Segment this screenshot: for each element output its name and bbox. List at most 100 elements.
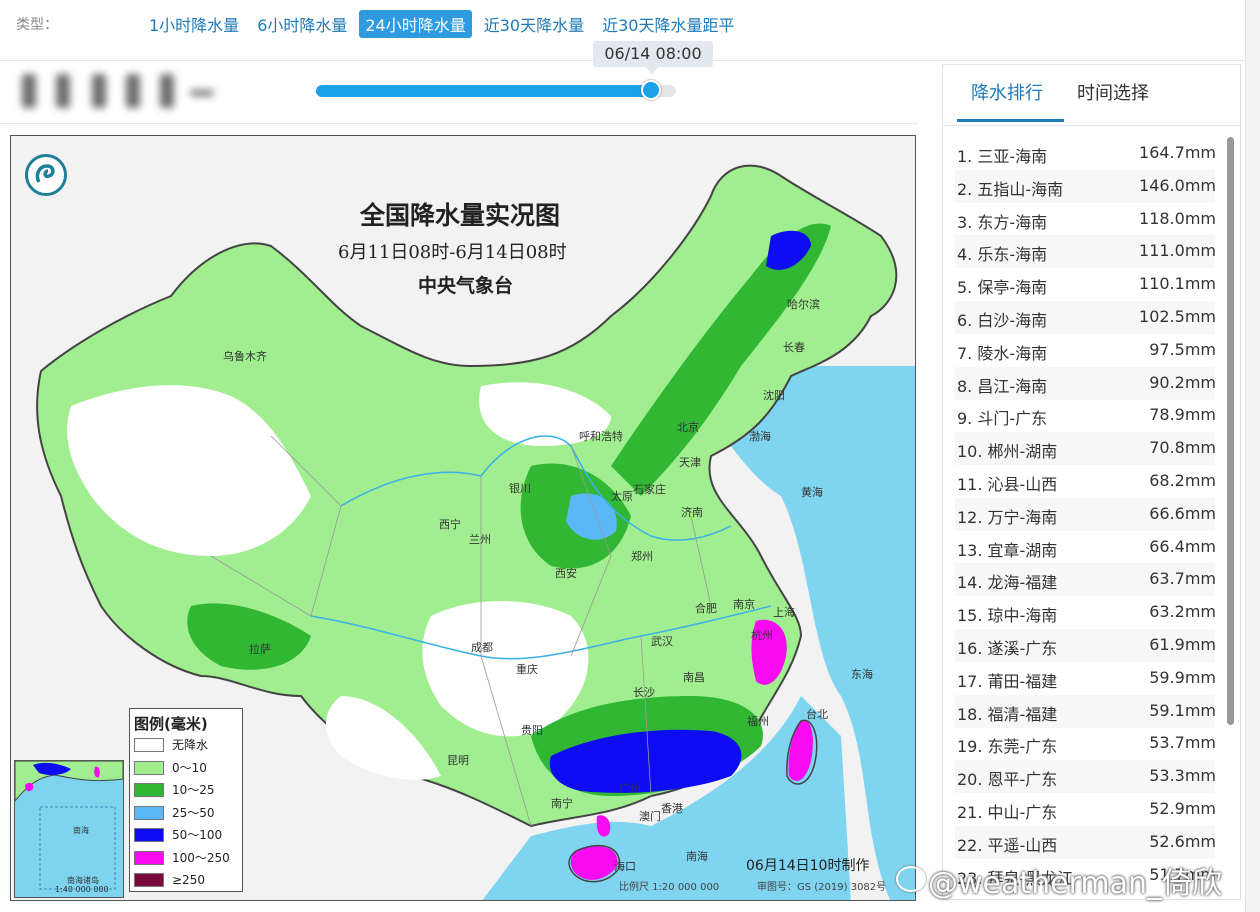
ranking-row[interactable]: 6. 白沙-海南 102.5mm (955, 301, 1216, 334)
ranking-row[interactable]: 8. 昌江-海南 90.2mm (955, 366, 1216, 400)
blurred-label (18, 74, 218, 110)
review-number: 审图号：GS (2019) 3082号 (757, 882, 887, 893)
city-label: 广州 (619, 782, 641, 795)
active-tab-underline (957, 119, 1064, 122)
station-name: 2. 五指山-海南 (957, 179, 1064, 199)
ranking-row[interactable]: 16. 遂溪-广东 61.9mm (955, 629, 1216, 662)
watermark: @weatherman_倚欣 (928, 866, 1223, 901)
ranking-row[interactable]: 13. 宜章-湖南 66.4mm (955, 531, 1216, 564)
ranking-row[interactable]: 1. 三亚-海南 164.7mm (955, 137, 1216, 170)
legend-swatch (134, 805, 164, 820)
city-label: 银川 (509, 482, 531, 495)
legend-swatch (134, 873, 164, 887)
legend-item: 50～100 (134, 827, 242, 843)
city-label: 西宁 (439, 518, 461, 531)
yangtze-river (310, 605, 772, 660)
type-tab-1[interactable]: 6小时降水量 (257, 16, 348, 35)
station-name: 12. 万宁-海南 (957, 507, 1058, 527)
precip-value: 118.0mm (1139, 208, 1216, 228)
ranking-row[interactable]: 19. 东莞-广东 53.7mm (955, 727, 1216, 760)
yellow-river (340, 435, 732, 541)
white-area-central (422, 601, 589, 737)
station-name: 23. 拜泉-黑龙江 (957, 868, 1074, 888)
legend-swatch (134, 850, 164, 865)
ranking-row[interactable]: 11. 沁县-山西 68.2mm (955, 465, 1216, 498)
precipitation-map: 全国降水量实况图 6月11日08时-6月14日08时 中央气象台 乌鲁木齐 拉萨… (10, 135, 916, 901)
map-title: 全国降水量实况图 (360, 201, 561, 230)
ranking-row[interactable]: 18. 福清-福建 59.1mm (955, 694, 1216, 728)
white-area-west (67, 385, 311, 556)
city-label: 天津 (679, 456, 701, 469)
ranking-scrollbar[interactable] (1227, 137, 1234, 725)
city-label: 乌鲁木齐 (223, 350, 267, 363)
ranking-row[interactable]: 10. 郴州-湖南 70.8mm (955, 432, 1216, 466)
legend-title: 图例(毫米) (134, 715, 208, 733)
type-tab-4[interactable]: 近30天降水量距平 (602, 16, 735, 35)
inset-graphic (15, 761, 123, 890)
precip-value: 110.1mm (1139, 274, 1216, 294)
station-name: 14. 龙海-福建 (957, 573, 1058, 593)
inset-label: 南海诸岛 (67, 876, 99, 885)
slider-handle[interactable] (640, 80, 661, 100)
tab-time-select[interactable]: 时间选择 (1077, 83, 1149, 104)
tooltip-arrow (645, 67, 659, 74)
city-label: 南宁 (551, 797, 573, 810)
magenta-hainan (570, 846, 618, 880)
legend-label: 25～50 (172, 805, 215, 820)
ranking-row[interactable]: 23. 拜泉-黑龙江 51.7mm (955, 859, 1216, 892)
inset-label: 南海 (73, 826, 89, 835)
sea-label: 渤海 (749, 430, 771, 443)
precip-value: 97.5mm (1149, 339, 1216, 359)
legend-label: 无降水 (172, 738, 209, 752)
lightblue-band-north (566, 493, 617, 540)
precip-value: 61.9mm (1149, 635, 1216, 654)
city-label: 武汉 (651, 635, 673, 648)
ranking-row[interactable]: 5. 保亭-海南 110.1mm (955, 268, 1216, 301)
city-label: 石家庄 (633, 483, 666, 496)
ranking-row[interactable]: 9. 斗门-广东 78.9mm (955, 399, 1216, 432)
ranking-row[interactable]: 15. 琼中-海南 63.2mm (955, 596, 1216, 629)
taiwan-outline (786, 719, 818, 785)
station-name: 8. 昌江-海南 (957, 376, 1048, 396)
precip-value: 78.9mm (1149, 405, 1216, 425)
legend-swatch (134, 760, 164, 775)
ranking-row[interactable]: 3. 东方-海南 118.0mm (955, 203, 1216, 236)
time-slider[interactable] (316, 80, 676, 100)
type-tab-2[interactable]: 24小时降水量 (359, 10, 472, 38)
page-scrollbar[interactable] (1245, 0, 1260, 912)
ranking-row[interactable]: 21. 中山-广东 52.9mm (955, 793, 1216, 826)
city-label: 郑州 (631, 550, 653, 563)
legend-label: ≥250 (172, 873, 205, 887)
precip-value: 53.3mm (1149, 766, 1216, 786)
city-label: 兰州 (469, 533, 491, 546)
legend-item: 100～250 (134, 850, 242, 866)
city-label: 香港 (661, 802, 683, 815)
ranking-row[interactable]: 14. 龙海-福建 63.7mm (955, 563, 1216, 597)
inset-label: 1:40 000 000 (55, 885, 109, 894)
legend-swatch (134, 783, 164, 797)
precip-value: 90.2mm (1149, 372, 1216, 392)
ranking-row[interactable]: 2. 五指山-海南 146.0mm (955, 169, 1216, 203)
type-tab-0[interactable]: 1小时降水量 (149, 16, 240, 35)
precip-value: 63.2mm (1149, 602, 1216, 622)
legend-item: 25～50 (134, 805, 242, 821)
city-label: 澳门 (639, 810, 661, 823)
legend-item: 无降水 (134, 737, 242, 753)
green-band-tibet (187, 603, 311, 670)
ranking-row[interactable]: 12. 万宁-海南 66.6mm (955, 497, 1216, 531)
type-tab-3[interactable]: 近30天降水量 (483, 16, 585, 35)
ranking-row[interactable]: 17. 莆田-福建 59.9mm (955, 662, 1216, 695)
city-label: 昆明 (447, 754, 469, 767)
ranking-row[interactable]: 20. 恩平-广东 53.3mm (955, 760, 1216, 794)
station-name: 5. 保亭-海南 (957, 278, 1048, 298)
city-label: 合肥 (695, 602, 717, 615)
precip-value: 70.8mm (1149, 438, 1216, 458)
precip-value: 111.0mm (1139, 241, 1216, 261)
ranking-row[interactable]: 22. 平遥-山西 52.6mm (955, 825, 1216, 859)
tab-precip-ranking[interactable]: 降水排行 (971, 83, 1043, 104)
station-name: 16. 遂溪-广东 (957, 639, 1058, 658)
ranking-row[interactable]: 7. 陵水-海南 97.5mm (955, 334, 1216, 367)
city-label: 海口 (614, 860, 636, 873)
ranking-row[interactable]: 4. 乐东-海南 111.0mm (955, 235, 1216, 269)
legend-label: 50～100 (172, 828, 223, 842)
